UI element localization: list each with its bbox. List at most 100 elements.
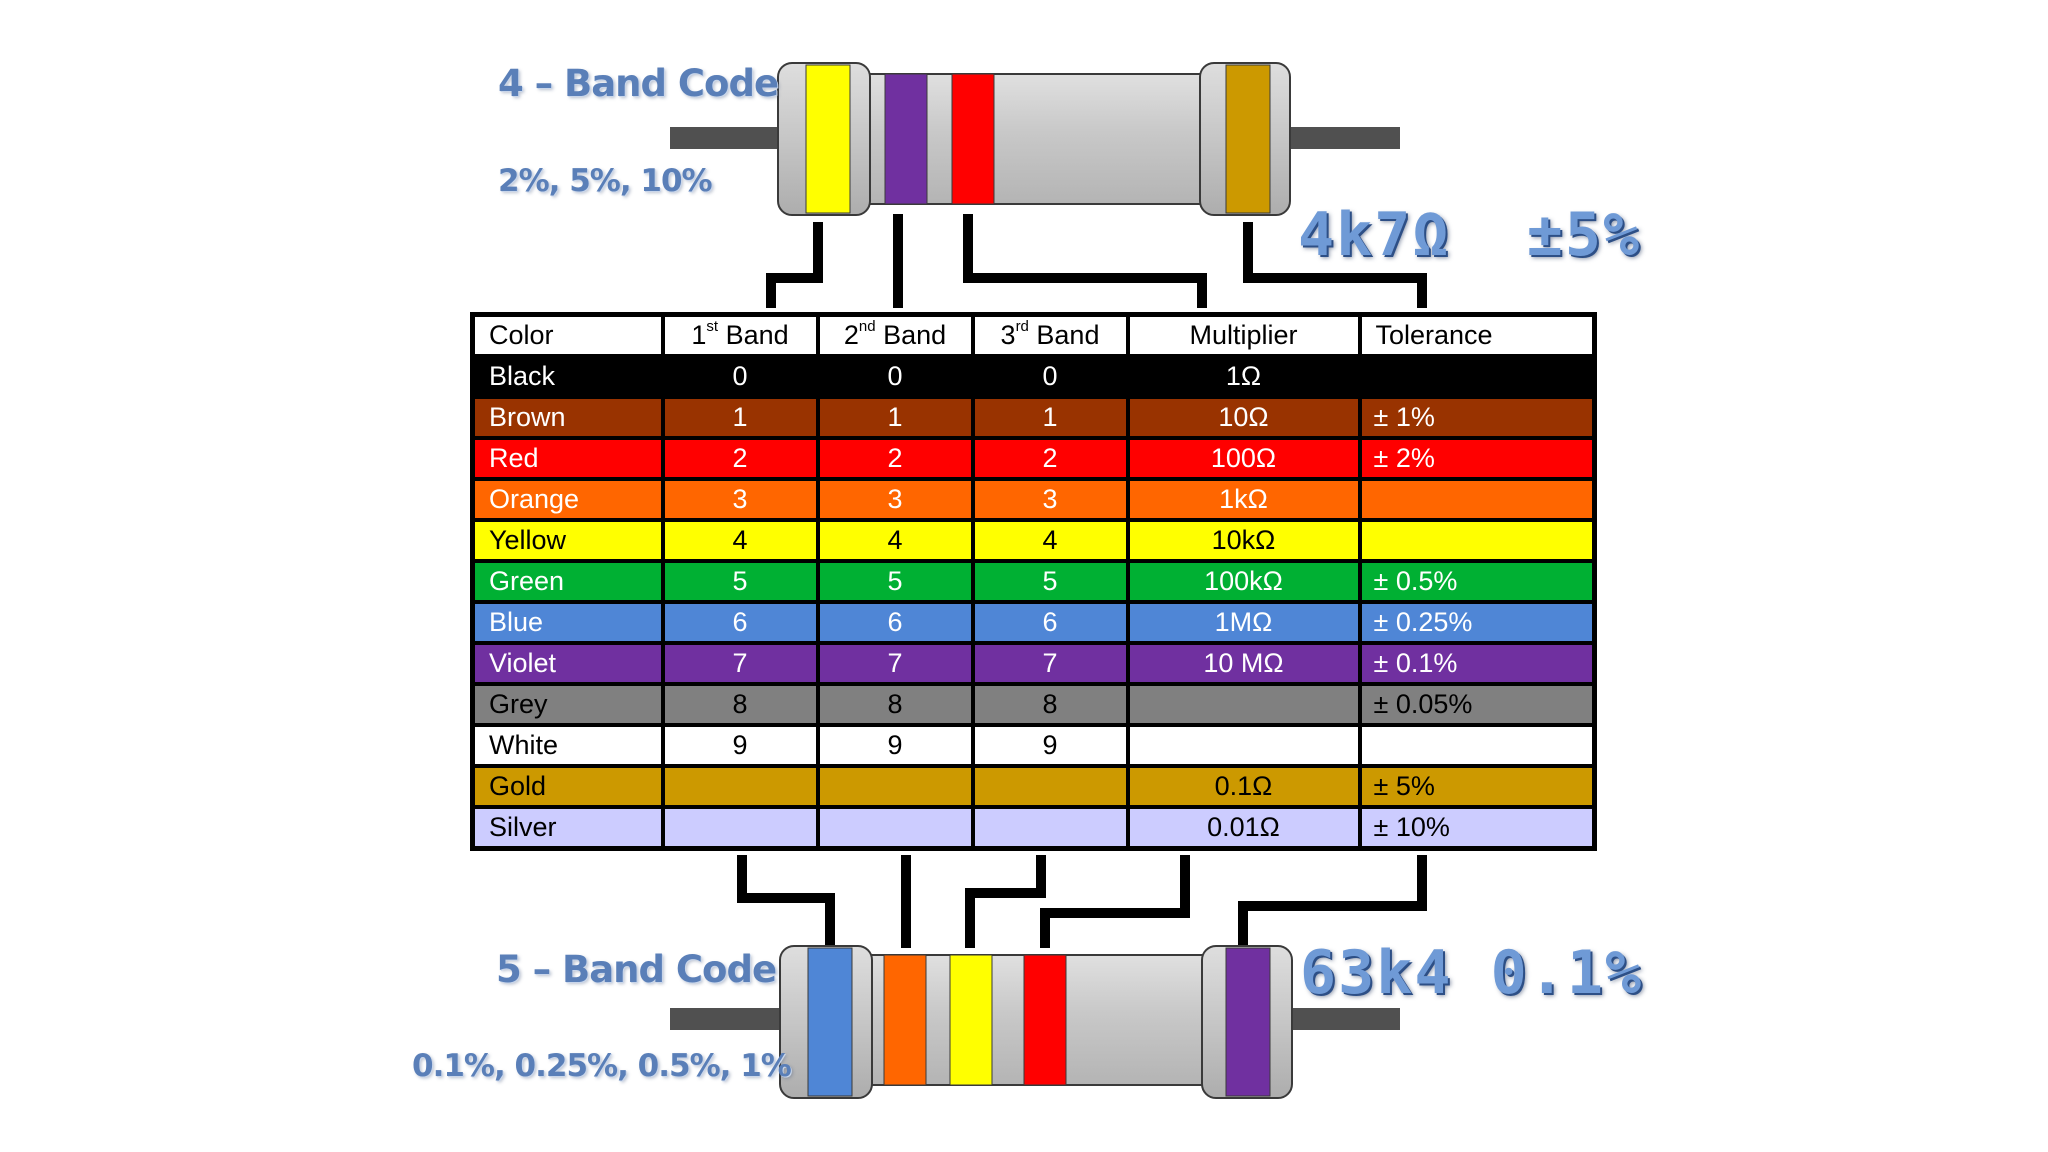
cell-band-2: 1 [815, 395, 975, 440]
cell-band-3: 6 [970, 600, 1130, 645]
cell-band-3: 4 [970, 518, 1130, 563]
cell-band-1 [660, 764, 820, 809]
cell-band-2: 5 [815, 559, 975, 604]
cell-band-3: 1 [970, 395, 1130, 440]
cell-band-3: 8 [970, 682, 1130, 727]
top-connectors [766, 214, 1427, 308]
cell-multiplier [1125, 682, 1362, 727]
cell-tolerance: ± 0.05% [1357, 682, 1597, 727]
table-row: Green 5 5 5 100kΩ ± 0.5% [470, 559, 1597, 604]
top-connector-1 [766, 222, 823, 308]
cell-color: White [470, 723, 665, 768]
cell-color: Red [470, 436, 665, 481]
cell-multiplier: 100Ω [1125, 436, 1362, 481]
cell-tolerance: ± 0.25% [1357, 600, 1597, 645]
header-multiplier: Multiplier [1125, 312, 1362, 358]
table-row: Violet 7 7 7 10 MΩ ± 0.1% [470, 641, 1597, 686]
five-band-title: 5 – Band Code [496, 948, 777, 991]
table-row: Red 2 2 2 100Ω ± 2% [470, 436, 1597, 481]
cell-multiplier: 1Ω [1125, 354, 1362, 399]
bottom-band-3 [949, 954, 993, 1086]
cell-band-2: 6 [815, 600, 975, 645]
cell-color: Brown [470, 395, 665, 440]
cell-band-1 [660, 805, 820, 851]
cell-band-2: 2 [815, 436, 975, 481]
header-tolerance: Tolerance [1357, 312, 1597, 358]
bottom-band-4 [1023, 954, 1067, 1086]
cell-tolerance: ± 10% [1357, 805, 1597, 851]
top-band-2 [884, 73, 928, 205]
cell-band-3: 2 [970, 436, 1130, 481]
cell-band-1: 3 [660, 477, 820, 522]
cell-band-2: 0 [815, 354, 975, 399]
bottom-left-lead [670, 1008, 780, 1030]
cell-band-3: 7 [970, 641, 1130, 686]
top-connector-4 [1243, 222, 1427, 308]
cell-multiplier: 100kΩ [1125, 559, 1362, 604]
table-row: Silver 0.01Ω ± 10% [470, 805, 1597, 851]
bottom-connector-4 [1040, 855, 1190, 948]
four-band-value: 4k7Ω ±5% [1298, 200, 1642, 270]
five-band-tolerances: 0.1%, 0.25%, 0.5%, 1% [412, 1048, 792, 1084]
four-band-resistor [670, 62, 1400, 216]
cell-tolerance [1357, 477, 1597, 522]
cell-color: Green [470, 559, 665, 604]
cell-multiplier: 1kΩ [1125, 477, 1362, 522]
cell-band-3: 9 [970, 723, 1130, 768]
cell-tolerance [1357, 723, 1597, 768]
cell-band-3 [970, 764, 1130, 809]
cell-band-1: 5 [660, 559, 820, 604]
four-band-title: 4 – Band Code [498, 62, 779, 105]
cell-band-1: 8 [660, 682, 820, 727]
cell-band-1: 7 [660, 641, 820, 686]
header-band-3: 3rd Band [970, 312, 1130, 358]
cell-tolerance: ± 1% [1357, 395, 1597, 440]
table-header-row: Color 1st Band 2nd Band 3rd Band Multipl… [470, 312, 1597, 358]
bottom-connectors [737, 855, 1427, 948]
table-row: Gold 0.1Ω ± 5% [470, 764, 1597, 809]
five-band-value: 63k4 0.1% [1300, 938, 1644, 1008]
cell-multiplier: 10 MΩ [1125, 641, 1362, 686]
cell-band-2: 8 [815, 682, 975, 727]
cell-band-1: 9 [660, 723, 820, 768]
cell-tolerance: ± 0.5% [1357, 559, 1597, 604]
table-row: Black 0 0 0 1Ω [470, 354, 1597, 399]
cell-band-2 [815, 805, 975, 851]
cell-band-1: 0 [660, 354, 820, 399]
cell-tolerance: ± 5% [1357, 764, 1597, 809]
table-row: Brown 1 1 1 10Ω ± 1% [470, 395, 1597, 440]
top-right-lead [1285, 127, 1400, 149]
cell-band-2: 9 [815, 723, 975, 768]
cell-color: Gold [470, 764, 665, 809]
table-row: Blue 6 6 6 1MΩ ± 0.25% [470, 600, 1597, 645]
top-connector-3 [963, 214, 1207, 308]
header-band-1: 1st Band [660, 312, 820, 358]
cell-color: Blue [470, 600, 665, 645]
cell-band-3: 0 [970, 354, 1130, 399]
cell-band-2: 3 [815, 477, 975, 522]
four-band-tolerances: 2%, 5%, 10% [498, 163, 713, 199]
bottom-connector-3 [965, 855, 1046, 948]
cell-band-3 [970, 805, 1130, 851]
cell-color: Yellow [470, 518, 665, 563]
header-band-2: 2nd Band [815, 312, 975, 358]
cell-band-1: 1 [660, 395, 820, 440]
bottom-band-2 [883, 954, 927, 1086]
color-code-table: Color 1st Band 2nd Band 3rd Band Multipl… [470, 312, 1597, 851]
bottom-connector-5 [1238, 855, 1427, 948]
five-band-resistor [670, 945, 1400, 1099]
cell-multiplier [1125, 723, 1362, 768]
cell-multiplier: 10Ω [1125, 395, 1362, 440]
cell-band-2 [815, 764, 975, 809]
bottom-band-5 [1225, 947, 1271, 1097]
header-color: Color [470, 312, 665, 358]
top-band-1 [805, 64, 851, 214]
cell-color: Black [470, 354, 665, 399]
cell-color: Orange [470, 477, 665, 522]
bottom-connector-1 [737, 855, 835, 948]
cell-multiplier: 0.1Ω [1125, 764, 1362, 809]
cell-band-1: 4 [660, 518, 820, 563]
cell-multiplier: 1MΩ [1125, 600, 1362, 645]
cell-multiplier: 10kΩ [1125, 518, 1362, 563]
